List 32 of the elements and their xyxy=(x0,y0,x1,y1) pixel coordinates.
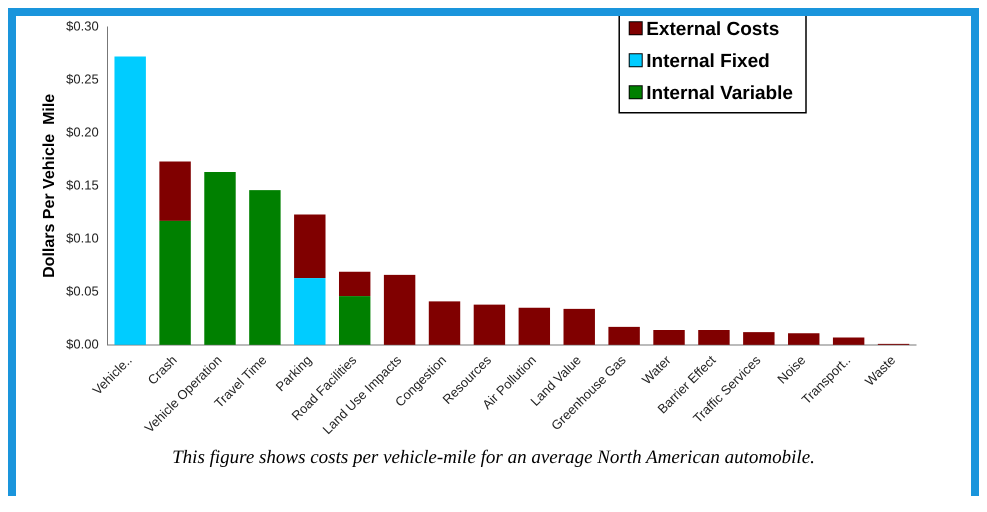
y-tick-label: $0.20 xyxy=(66,124,99,140)
bar xyxy=(294,278,326,345)
bar xyxy=(294,214,326,278)
bar xyxy=(159,161,191,221)
text: This figure shows costs per vehicle-mile for an average North American automobile. xyxy=(171,447,816,469)
bar xyxy=(159,220,191,345)
bar xyxy=(653,330,685,345)
bar xyxy=(204,172,236,345)
legend-label: Internal Variable xyxy=(646,83,794,104)
bar xyxy=(474,304,506,345)
bar xyxy=(698,330,730,345)
bar xyxy=(338,296,370,345)
bar xyxy=(249,190,281,345)
bar xyxy=(564,308,595,345)
y-tick-label: $0.10 xyxy=(66,230,99,246)
bar xyxy=(114,56,146,345)
legend-label: Internal Fixed xyxy=(646,51,770,72)
bar xyxy=(384,274,416,345)
bar xyxy=(518,308,550,345)
y-tick-label: $0.15 xyxy=(66,177,99,192)
bar xyxy=(338,272,370,296)
bar xyxy=(428,301,460,345)
bar xyxy=(743,332,775,345)
bar xyxy=(832,337,864,345)
bar xyxy=(788,333,820,345)
y-tick-label: $0.25 xyxy=(66,71,99,86)
y-axis-title: Dollars Per Vehicle Mile xyxy=(41,94,58,278)
bar xyxy=(608,326,640,345)
y-tick-label: $0.05 xyxy=(66,283,99,298)
legend-label: External Costs xyxy=(646,19,780,40)
y-tick-label: $0.30 xyxy=(66,18,99,34)
y-tick-label: $0.00 xyxy=(66,336,99,352)
